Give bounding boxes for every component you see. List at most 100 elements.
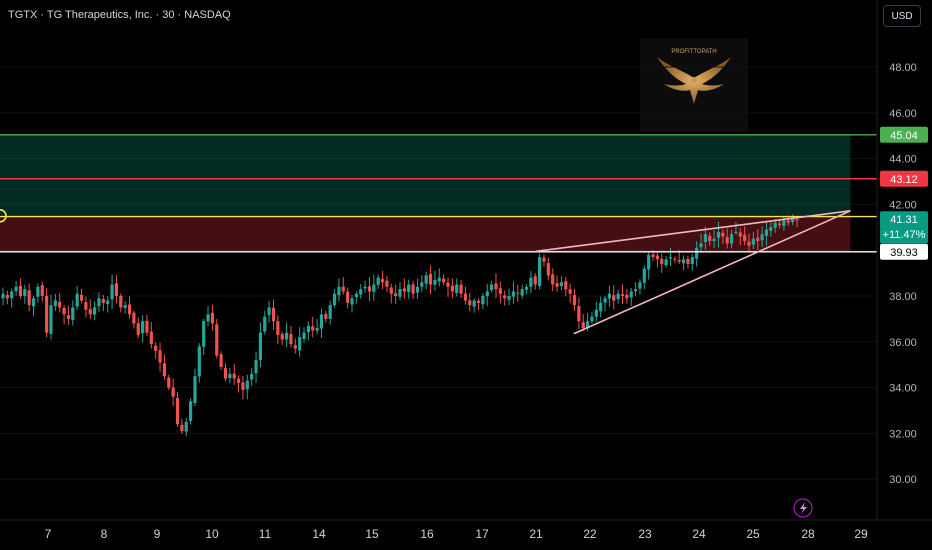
candle-body: [455, 284, 459, 293]
candle-body: [708, 235, 712, 242]
candle-body: [311, 326, 315, 331]
candle-body: [568, 289, 572, 294]
candle-body: [446, 282, 450, 287]
price-labels: 45.04 43.12 41.31 +11.47% 39.93: [880, 126, 928, 260]
currency-button[interactable]: USD: [883, 5, 921, 27]
horizontal-lines[interactable]: [0, 134, 877, 253]
x-tick-label: 21: [529, 527, 543, 541]
candle-body: [677, 260, 681, 262]
candle-body: [389, 287, 393, 294]
candle-body: [245, 380, 249, 390]
x-tick-label: 11: [259, 527, 272, 541]
watermark-text: PROFITTOPATH: [671, 49, 716, 55]
price-label-bg: [880, 126, 928, 143]
candle-body: [372, 284, 376, 292]
x-tick-label: 7: [45, 527, 52, 541]
candle-body: [45, 295, 49, 333]
candle-body: [284, 332, 289, 340]
candle-body: [411, 284, 415, 294]
price-label-text: 41.31: [890, 214, 918, 226]
x-axis: 7 8 9 10 11 14 15 16 17 21 22 23 24 25 28 29: [0, 519, 932, 541]
candle-body: [590, 316, 594, 322]
candle-body: [97, 298, 101, 307]
candle-body: [171, 387, 175, 397]
candle-body: [167, 377, 171, 388]
candle-body: [241, 382, 245, 390]
y-tick-label: 46.00: [889, 108, 917, 120]
candle-body: [791, 218, 795, 223]
x-tick-label: 10: [205, 527, 219, 541]
entry-marker[interactable]: [0, 209, 7, 223]
candle-body: [703, 234, 707, 243]
candle-body: [127, 304, 132, 315]
eagle-icon: [657, 57, 731, 104]
candle-body: [546, 263, 550, 276]
rising-wedge[interactable]: [535, 210, 851, 335]
x-tick-label: 15: [365, 527, 379, 541]
x-tick-label: 8: [101, 527, 108, 541]
candle-body: [690, 257, 694, 265]
candle-body: [428, 273, 433, 285]
candle-body: [1, 293, 5, 299]
candle-body: [721, 232, 725, 237]
candle-body: [49, 305, 53, 334]
candle-body: [341, 286, 345, 292]
candle-body: [367, 286, 372, 292]
candle-body: [415, 286, 420, 293]
candle-body: [494, 283, 498, 290]
candle-body: [219, 354, 223, 367]
y-tick-label: 38.00: [889, 291, 917, 303]
candle-body: [306, 325, 310, 333]
candle-body: [254, 360, 258, 374]
candle-body: [795, 219, 799, 221]
candles: [1, 214, 799, 437]
candle-body: [23, 289, 27, 297]
candle-body: [655, 255, 659, 260]
candle-body: [40, 285, 44, 296]
candle-body: [472, 300, 476, 307]
candle-body: [559, 282, 564, 287]
candle-body: [10, 291, 14, 299]
candle-body: [228, 373, 232, 379]
candle-body: [62, 307, 66, 315]
candle-body: [236, 378, 241, 384]
price-label-bg: [880, 170, 928, 187]
candle-body: [223, 368, 228, 379]
candle-body: [529, 277, 533, 287]
candle-body: [664, 259, 668, 266]
candle-body: [625, 294, 629, 299]
candle-body: [315, 328, 319, 331]
x-tick-label: 14: [312, 527, 326, 541]
candle-body: [668, 257, 673, 259]
y-axis: 30.0032.0034.0036.0038.0040.0042.0044.00…: [876, 0, 932, 550]
candle-body: [71, 307, 75, 320]
candle-body: [58, 301, 62, 308]
candle-body: [629, 291, 633, 298]
candle-body: [132, 312, 136, 324]
candle-body: [380, 278, 385, 283]
candle-body: [180, 424, 184, 432]
candle-body: [681, 259, 686, 264]
candle-body: [542, 257, 546, 262]
candle-body: [114, 283, 119, 296]
candle-body: [332, 293, 337, 306]
candle-body: [398, 289, 402, 297]
candle-body: [79, 294, 84, 301]
wedge-lower-line: [573, 210, 851, 335]
candle-body: [520, 289, 524, 296]
candle-body: [289, 333, 293, 345]
candle-body: [162, 363, 167, 377]
candle-body: [106, 300, 110, 305]
candle-body: [394, 293, 398, 296]
candle-body: [760, 234, 764, 241]
lightning-icon[interactable]: [793, 498, 813, 518]
y-tick-label: 42.00: [889, 199, 917, 211]
candle-body: [468, 300, 472, 306]
candle-body: [738, 232, 742, 237]
candle-body: [516, 292, 520, 294]
y-tick-label: 44.00: [889, 154, 917, 166]
symbol-title[interactable]: TGTX · TG Therapeutics, Inc. · 30 · NASD…: [8, 9, 231, 21]
candle-body: [633, 289, 638, 292]
price-label-bg: [880, 243, 928, 260]
